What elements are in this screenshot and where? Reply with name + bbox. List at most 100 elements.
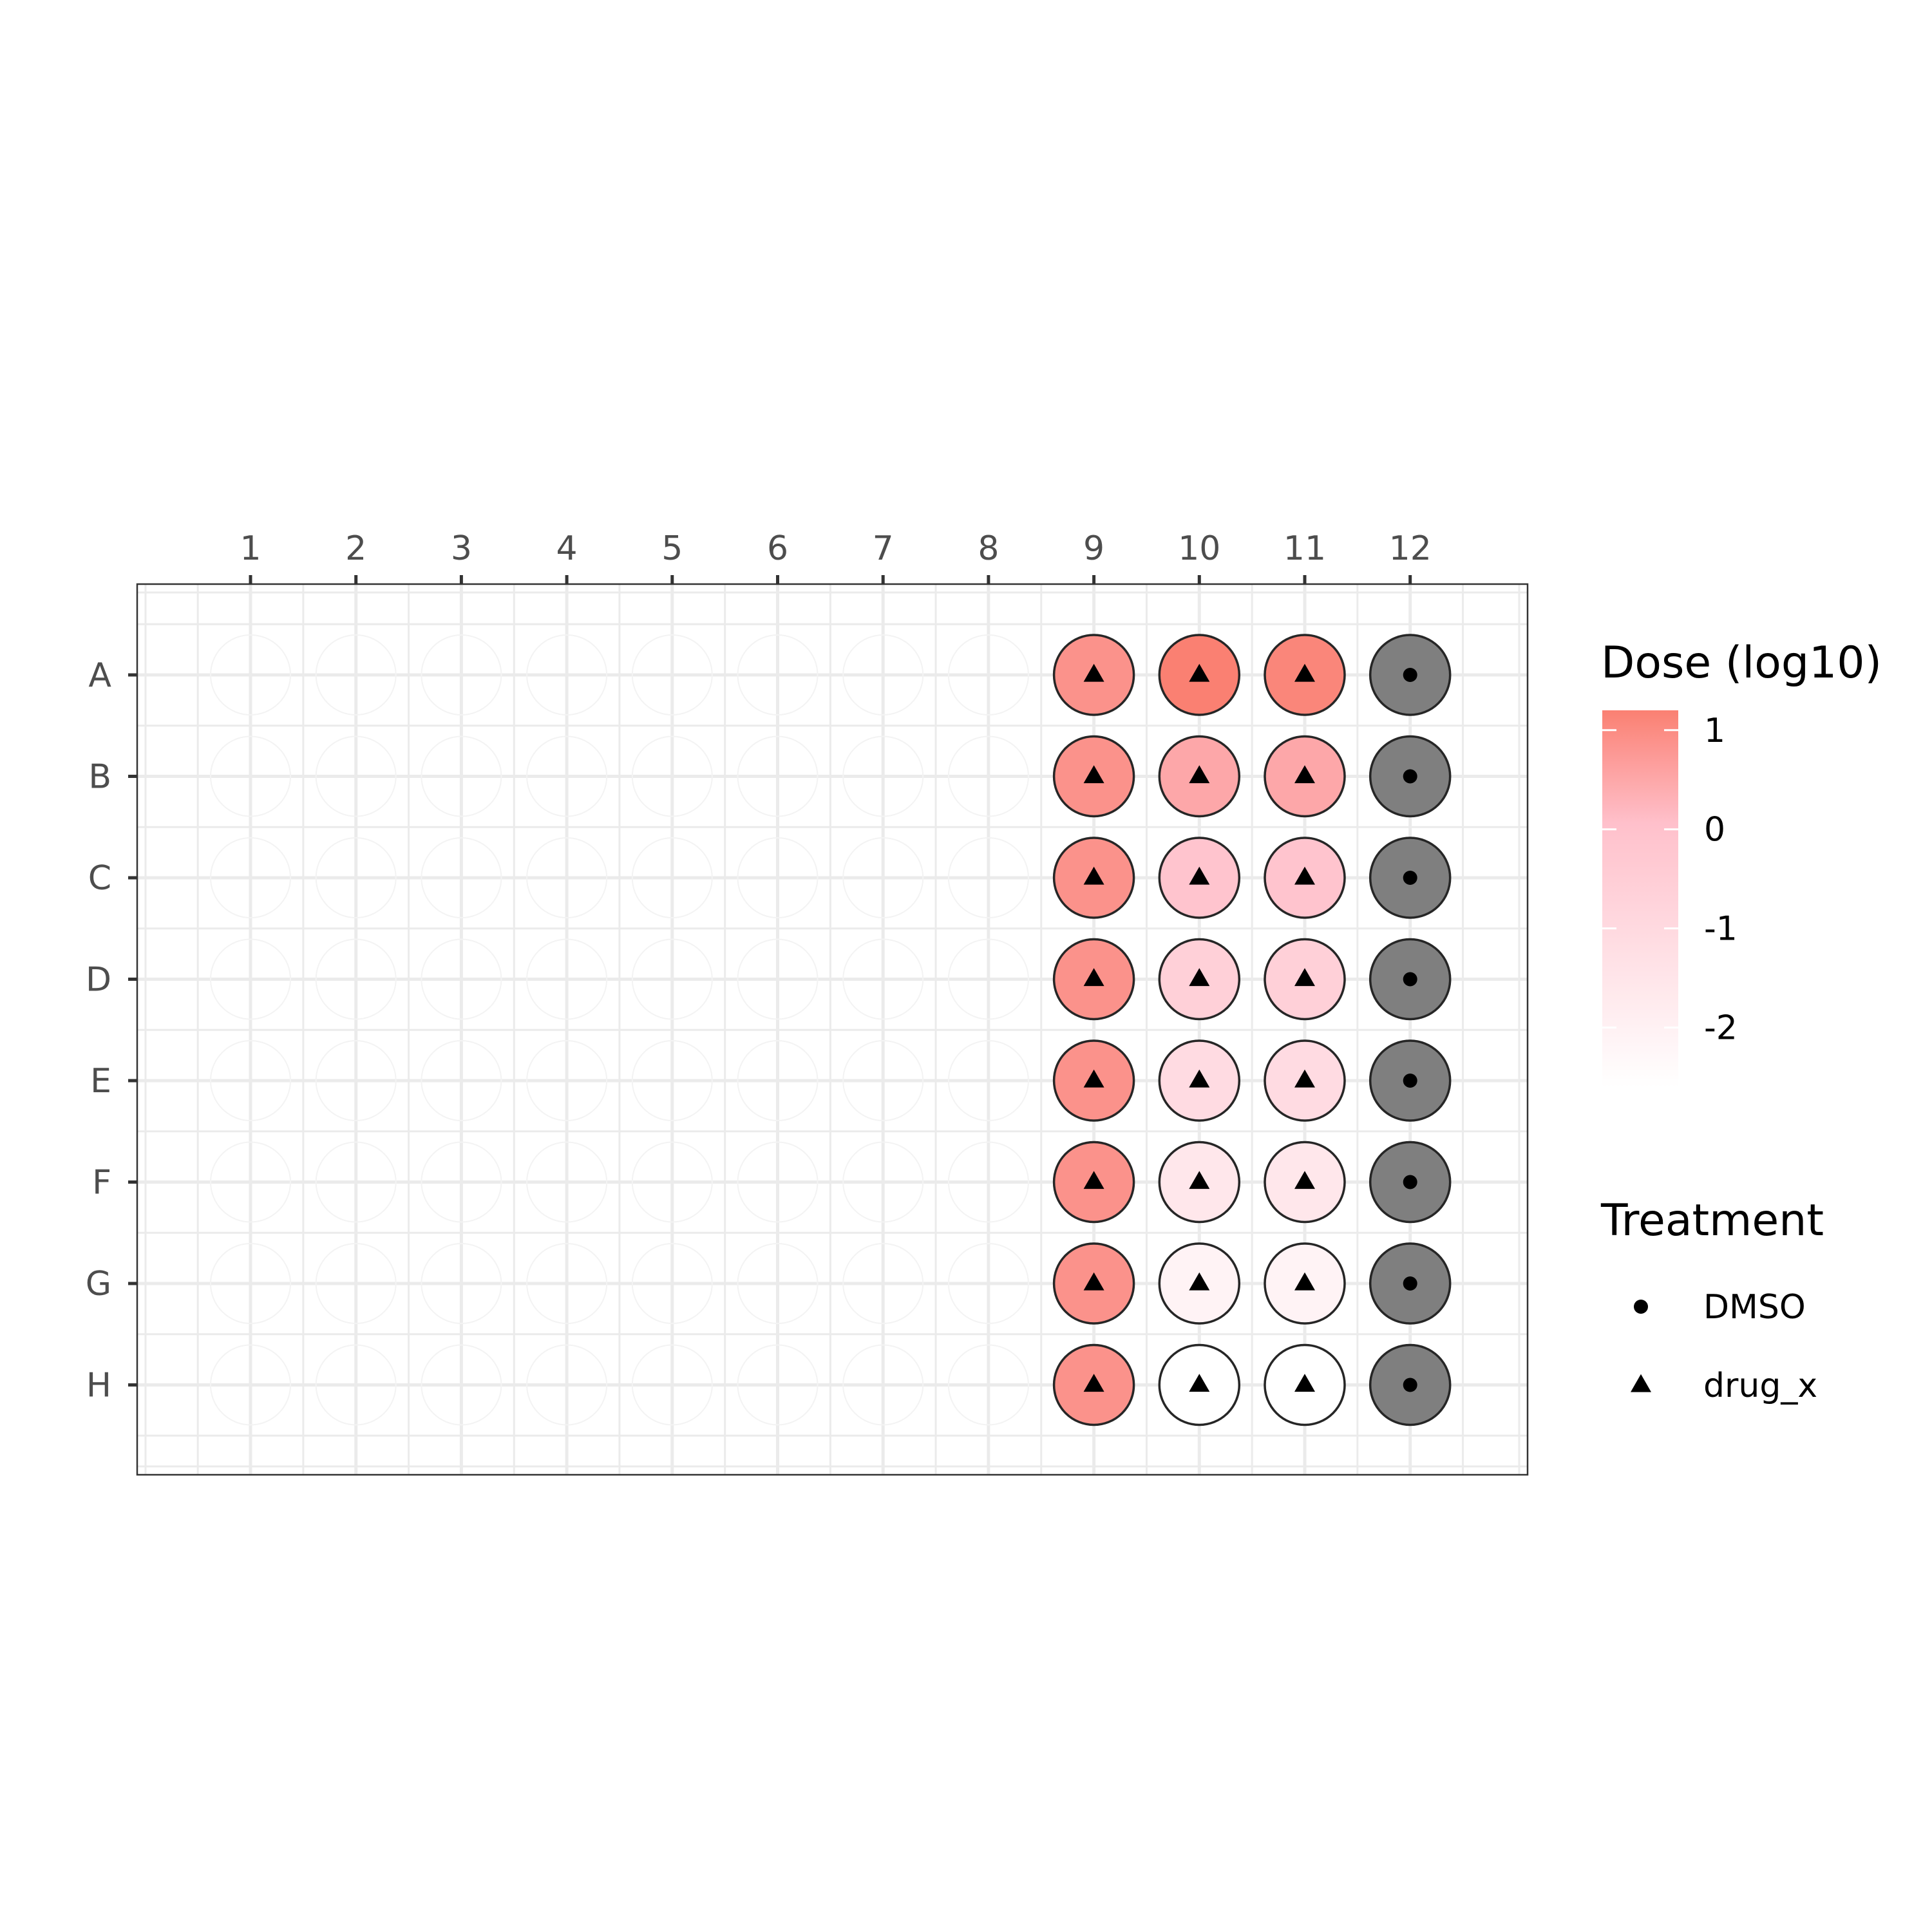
empty-well xyxy=(631,634,713,715)
empty-well xyxy=(737,837,819,918)
dmso-point xyxy=(1403,668,1417,682)
empty-well xyxy=(842,938,924,1020)
empty-well xyxy=(737,634,819,715)
drug-x-point xyxy=(1294,1374,1315,1392)
empty-well xyxy=(315,938,397,1020)
shape-legend-entry: drug_x xyxy=(1631,1367,1817,1405)
drug-x-point xyxy=(1083,1069,1104,1088)
empty-well xyxy=(842,837,924,918)
x-tick-label: 2 xyxy=(345,529,366,568)
shape-legend-title: Treatment xyxy=(1600,1195,1824,1246)
y-tick-label: B xyxy=(88,758,111,797)
empty-well xyxy=(737,1141,819,1223)
empty-well xyxy=(631,1344,713,1426)
empty-well xyxy=(526,1243,608,1324)
well-F9 xyxy=(1052,1141,1135,1224)
dmso-point xyxy=(1403,1074,1417,1088)
shape-legend-entry: DMSO xyxy=(1634,1288,1806,1327)
empty-well xyxy=(315,1040,397,1121)
drug-x-point xyxy=(1294,866,1315,885)
empty-well xyxy=(737,938,819,1020)
empty-well xyxy=(526,634,608,715)
well-G12 xyxy=(1368,1242,1452,1325)
empty-well xyxy=(210,938,291,1020)
dmso-point xyxy=(1403,769,1417,784)
colorbar-label: -2 xyxy=(1704,1009,1738,1048)
y-tick-label: F xyxy=(92,1164,111,1202)
empty-well xyxy=(315,837,397,918)
empty-well xyxy=(421,1040,502,1121)
empty-well xyxy=(631,1040,713,1121)
well-H12 xyxy=(1368,1343,1452,1426)
empty-well xyxy=(631,735,713,817)
empty-well xyxy=(526,1040,608,1121)
well-G9 xyxy=(1052,1242,1135,1325)
empty-well xyxy=(631,837,713,918)
well-G11 xyxy=(1264,1242,1346,1325)
empty-well xyxy=(315,1344,397,1426)
x-tick-label: 6 xyxy=(767,529,788,568)
empty-well xyxy=(842,634,924,715)
empty-well xyxy=(947,1040,1029,1121)
drug-x-point xyxy=(1083,1171,1104,1189)
colorbar-label: -1 xyxy=(1704,910,1738,949)
shape-legend-label: DMSO xyxy=(1703,1288,1806,1327)
dmso-point xyxy=(1403,1276,1417,1291)
drug-x-point xyxy=(1294,968,1315,987)
y-tick-label: H xyxy=(86,1367,111,1405)
drug-x-point xyxy=(1083,765,1104,784)
drug-x-point xyxy=(1189,765,1210,784)
empty-well xyxy=(210,634,291,715)
empty-well xyxy=(947,1344,1029,1426)
x-tick-label: 9 xyxy=(1083,529,1104,568)
empty-well xyxy=(947,837,1029,918)
y-tick-label: E xyxy=(90,1062,111,1101)
well-F12 xyxy=(1368,1141,1452,1224)
drug-x-point xyxy=(1189,866,1210,885)
y-tick-label: D xyxy=(86,961,111,999)
empty-well xyxy=(315,1141,397,1223)
y-tick-label: A xyxy=(88,656,111,695)
empty-well xyxy=(526,837,608,918)
x-tick-label: 7 xyxy=(873,529,894,568)
shape-legend: Treatment DMSO drug_x xyxy=(1600,1195,1824,1405)
drug-x-point xyxy=(1189,1171,1210,1189)
x-tick-label: 11 xyxy=(1283,529,1326,568)
drug-x-point xyxy=(1189,1374,1210,1392)
empty-well xyxy=(421,1243,502,1324)
empty-well xyxy=(842,1243,924,1324)
color-legend: Dose (log10) 1 0 -1 -2 xyxy=(1601,638,1882,1087)
drug-x-point xyxy=(1083,1374,1104,1392)
well-C10 xyxy=(1158,837,1241,919)
x-tick-label: 5 xyxy=(661,529,683,568)
empty-well xyxy=(947,735,1029,817)
empty-well xyxy=(737,1243,819,1324)
empty-well xyxy=(737,1040,819,1121)
x-tick-label: 12 xyxy=(1389,529,1432,568)
well-A9 xyxy=(1052,634,1135,716)
drug-x-point xyxy=(1189,663,1210,682)
empty-well xyxy=(842,1040,924,1121)
empty-well xyxy=(210,837,291,918)
empty-well xyxy=(210,1344,291,1426)
drug-x-point xyxy=(1083,1272,1104,1291)
empty-well xyxy=(210,1141,291,1223)
drug-x-point xyxy=(1083,866,1104,885)
empty-well xyxy=(315,1243,397,1324)
dmso-point xyxy=(1403,871,1417,885)
colorbar xyxy=(1602,710,1678,1087)
colorbar-label: 0 xyxy=(1704,811,1725,849)
well-B11 xyxy=(1264,735,1346,818)
x-tick-label: 3 xyxy=(451,529,472,568)
well-D9 xyxy=(1052,938,1135,1021)
x-tick-label: 4 xyxy=(556,529,578,568)
drug-x-point xyxy=(1189,1069,1210,1088)
empty-well xyxy=(210,1040,291,1121)
filled-wells xyxy=(1052,634,1452,1426)
empty-well xyxy=(842,1344,924,1426)
well-H11 xyxy=(1264,1343,1346,1426)
drug-x-key-icon xyxy=(1631,1374,1651,1392)
empty-well xyxy=(737,735,819,817)
well-B10 xyxy=(1158,735,1241,818)
empty-well xyxy=(315,634,397,715)
